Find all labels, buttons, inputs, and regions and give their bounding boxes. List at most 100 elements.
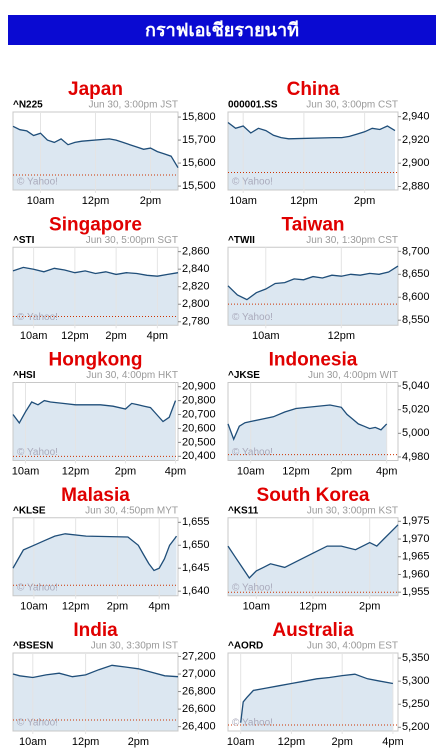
y-tick-label: 4,980 — [402, 451, 430, 463]
y-tick-label: 5,200 — [402, 721, 430, 733]
x-tick-label: 10am — [19, 736, 47, 748]
x-tick-label: 2pm — [331, 736, 352, 748]
area — [13, 665, 178, 731]
symbol: 000001.SS — [228, 100, 278, 111]
price-line — [240, 673, 394, 723]
y-tick-label: 1,965 — [402, 551, 430, 563]
area — [13, 400, 176, 461]
x-tick-label: 10am — [237, 465, 265, 477]
price-line — [12, 533, 178, 572]
chart-title: Hongkong — [49, 350, 143, 371]
symbol: ^STI — [13, 235, 35, 246]
chart-title: South Korea — [257, 485, 370, 506]
x-tick-label: 10am — [20, 330, 48, 342]
y-tick-label: 26,800 — [182, 685, 216, 697]
y-tick-label: 1,655 — [182, 516, 210, 528]
price-line — [227, 121, 396, 140]
y-tick-label: 27,200 — [182, 650, 216, 662]
plot-frame — [12, 382, 179, 461]
symbol: ^KS11 — [228, 505, 259, 516]
x-tick-label: 4pm — [147, 330, 168, 342]
x-tick-label: 10am — [12, 465, 40, 477]
area — [13, 533, 177, 596]
chart-title: Indonesia — [269, 350, 358, 371]
plot-frame — [227, 111, 399, 191]
price-line — [227, 265, 399, 301]
y-tick-label: 8,650 — [402, 268, 430, 280]
x-tick-label: 12pm — [72, 736, 100, 748]
x-tick-label: 4pm — [382, 736, 403, 748]
x-tick-label: 12pm — [82, 195, 110, 207]
y-tick-label: 1,975 — [402, 515, 430, 527]
x-tick-label: 4pm — [376, 465, 397, 477]
x-tick-label: 10am — [27, 195, 55, 207]
x-tick-label: 2pm — [128, 736, 149, 748]
y-tick-label: 27,000 — [182, 668, 216, 680]
plot-frame — [227, 652, 399, 732]
x-tick-label: 10am — [20, 601, 48, 613]
symbol: ^TWII — [228, 235, 255, 246]
timestamp: Jun 30, 3:00pm KST — [307, 505, 398, 516]
x-tick-label: 2pm — [107, 601, 128, 613]
y-tick-label: 1,960 — [402, 568, 430, 580]
watermark: © Yahoo! — [17, 447, 58, 458]
price-line — [12, 664, 179, 679]
y-tick-label: 1,645 — [182, 562, 210, 574]
x-tick-label: 12pm — [299, 601, 327, 613]
y-tick-label: 20,500 — [182, 436, 216, 448]
x-tick-label: 12pm — [62, 601, 90, 613]
symbol: ^BSESN — [13, 641, 53, 652]
y-tick-label: 1,955 — [402, 586, 430, 598]
watermark: © Yahoo! — [232, 718, 273, 729]
y-tick-label: 1,650 — [182, 539, 210, 551]
chart-title: China — [287, 79, 340, 100]
area — [228, 266, 398, 326]
x-tick-label: 12pm — [282, 465, 310, 477]
x-tick-label: 10am — [229, 195, 257, 207]
symbol: ^JKSE — [228, 370, 260, 381]
y-tick-label: 2,800 — [182, 298, 210, 310]
timestamp: Jun 30, 1:30pm CST — [306, 235, 398, 246]
symbol: ^AORD — [228, 641, 263, 652]
y-tick-label: 2,860 — [182, 246, 210, 258]
chart-title: Japan — [68, 79, 123, 100]
timestamp: Jun 30, 4:50pm MYT — [85, 505, 178, 516]
y-tick-label: 2,880 — [402, 180, 430, 192]
y-tick-label: 26,400 — [182, 721, 216, 733]
plot-frame — [227, 382, 399, 461]
x-tick-label: 12pm — [62, 465, 90, 477]
title-bar — [8, 15, 436, 45]
timestamp: Jun 30, 4:00pm EST — [307, 641, 398, 652]
x-tick-label: 12pm — [278, 736, 306, 748]
timestamp: Jun 30, 3:00pm JST — [89, 100, 179, 111]
symbol: ^N225 — [13, 100, 43, 111]
watermark: © Yahoo! — [232, 177, 273, 188]
y-tick-label: 1,640 — [182, 585, 210, 597]
timestamp: Jun 30, 4:00pm HKT — [86, 370, 178, 381]
timestamp: Jun 30, 5:00pm SGT — [86, 235, 178, 246]
timestamp: Jun 30, 3:30pm IST — [91, 641, 178, 652]
watermark: © Yahoo! — [17, 718, 58, 729]
y-tick-label: 2,920 — [402, 134, 430, 146]
y-tick-label: 5,040 — [402, 380, 430, 392]
y-tick-label: 15,500 — [182, 180, 216, 192]
x-tick-label: 12pm — [61, 330, 89, 342]
y-tick-label: 2,900 — [402, 157, 430, 169]
y-tick-label: 5,000 — [402, 427, 430, 439]
watermark: © Yahoo! — [17, 177, 58, 188]
watermark: © Yahoo! — [232, 447, 273, 458]
x-tick-label: 10am — [252, 330, 280, 342]
y-tick-label: 20,800 — [182, 395, 216, 407]
plot-frame — [12, 517, 179, 597]
price-line — [12, 125, 179, 169]
y-tick-label: 2,780 — [182, 316, 210, 328]
y-tick-label: 5,300 — [402, 675, 430, 687]
symbol: ^KLSE — [13, 505, 46, 516]
x-tick-label: 12pm — [290, 195, 318, 207]
chart-title: Malasia — [61, 485, 130, 506]
y-tick-label: 20,600 — [182, 422, 216, 434]
x-tick-label: 10am — [243, 601, 271, 613]
page-title: กราฟเอเชียรายนาที — [145, 20, 299, 41]
y-tick-label: 5,020 — [402, 404, 430, 416]
